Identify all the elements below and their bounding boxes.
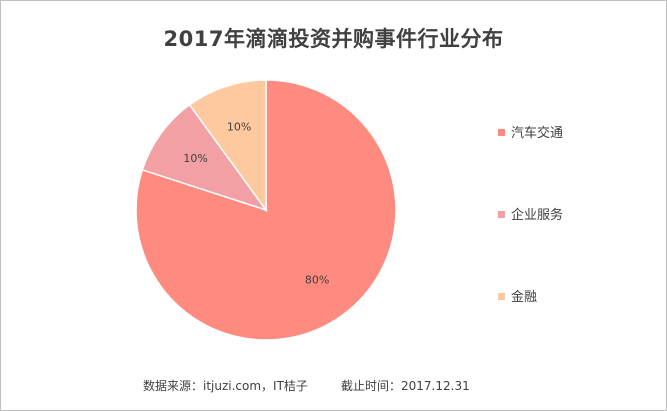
legend-swatch-1 — [498, 211, 505, 218]
legend-label-2: 金融 — [511, 290, 538, 305]
pie-slice-2 — [188, 79, 267, 213]
cutoff-date-note: 截止时间：2017.12.31 — [341, 379, 470, 393]
legend-item-1: 企业服务 — [498, 204, 563, 223]
pie-slice-1 — [141, 103, 268, 212]
legend-label-0: 汽车交通 — [511, 126, 564, 141]
slice-label-0: 80% — [305, 273, 329, 286]
legend-label-1: 企业服务 — [511, 208, 564, 223]
chart-title: 2017年滴滴投资并购事件行业分布 — [163, 27, 504, 51]
legend-swatch-2 — [498, 293, 505, 300]
slice-label-1: 10% — [183, 152, 207, 165]
legend-item-2: 金融 — [498, 286, 537, 305]
data-source-note: 数据来源：itjuzi.com，IT桔子 — [143, 379, 308, 393]
legend-item-0: 汽车交通 — [498, 122, 563, 141]
legend-swatch-0 — [498, 129, 505, 136]
slice-label-2: 10% — [227, 120, 251, 133]
